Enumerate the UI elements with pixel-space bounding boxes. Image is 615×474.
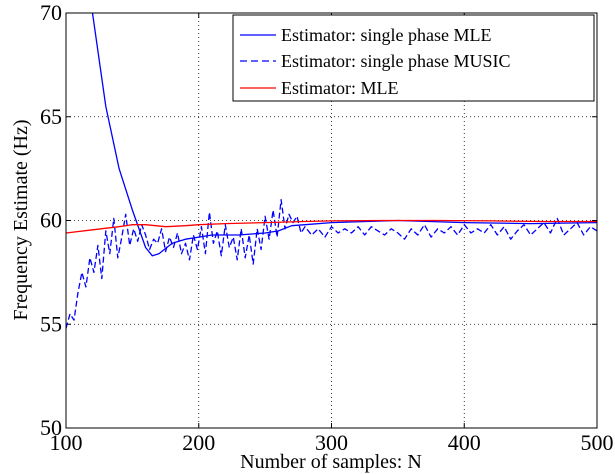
y-tick-label: 50: [40, 415, 62, 440]
x-tick-label: 500: [581, 430, 614, 455]
legend-label-single-phase-music: Estimator: single phase MUSIC: [281, 51, 510, 71]
series-mle-line: [66, 219, 597, 234]
series-single-phase-music-line: [66, 199, 597, 329]
legend-box: [232, 14, 595, 102]
x-tick-label: 400: [448, 430, 481, 455]
legend-label-single-phase-mle: Estimator: single phase MLE: [281, 25, 491, 45]
series-group: [66, 13, 597, 329]
plot-frame: [65, 12, 598, 429]
x-tick-label: 100: [50, 430, 83, 455]
x-tick-label: 200: [182, 430, 215, 455]
y-axis-label: Frequency Estimate (Hz): [10, 119, 32, 320]
y-tick-label: 65: [40, 104, 62, 129]
legend: Estimator: single phase MLE Estimator: s…: [232, 14, 595, 102]
x-axis-label: Number of samples: N: [240, 451, 422, 473]
y-tick-label: 55: [40, 311, 62, 336]
x-tick-label: 300: [315, 430, 348, 455]
y-tick-label: 70: [40, 0, 62, 25]
grid-lines: [66, 13, 597, 428]
y-tick-label: 60: [40, 208, 62, 233]
x-tick-labels: 100 200 300 400 500: [50, 430, 614, 455]
legend-label-mle: Estimator: MLE: [281, 78, 398, 98]
y-tick-labels: 50 55 60 65 70: [40, 0, 62, 440]
